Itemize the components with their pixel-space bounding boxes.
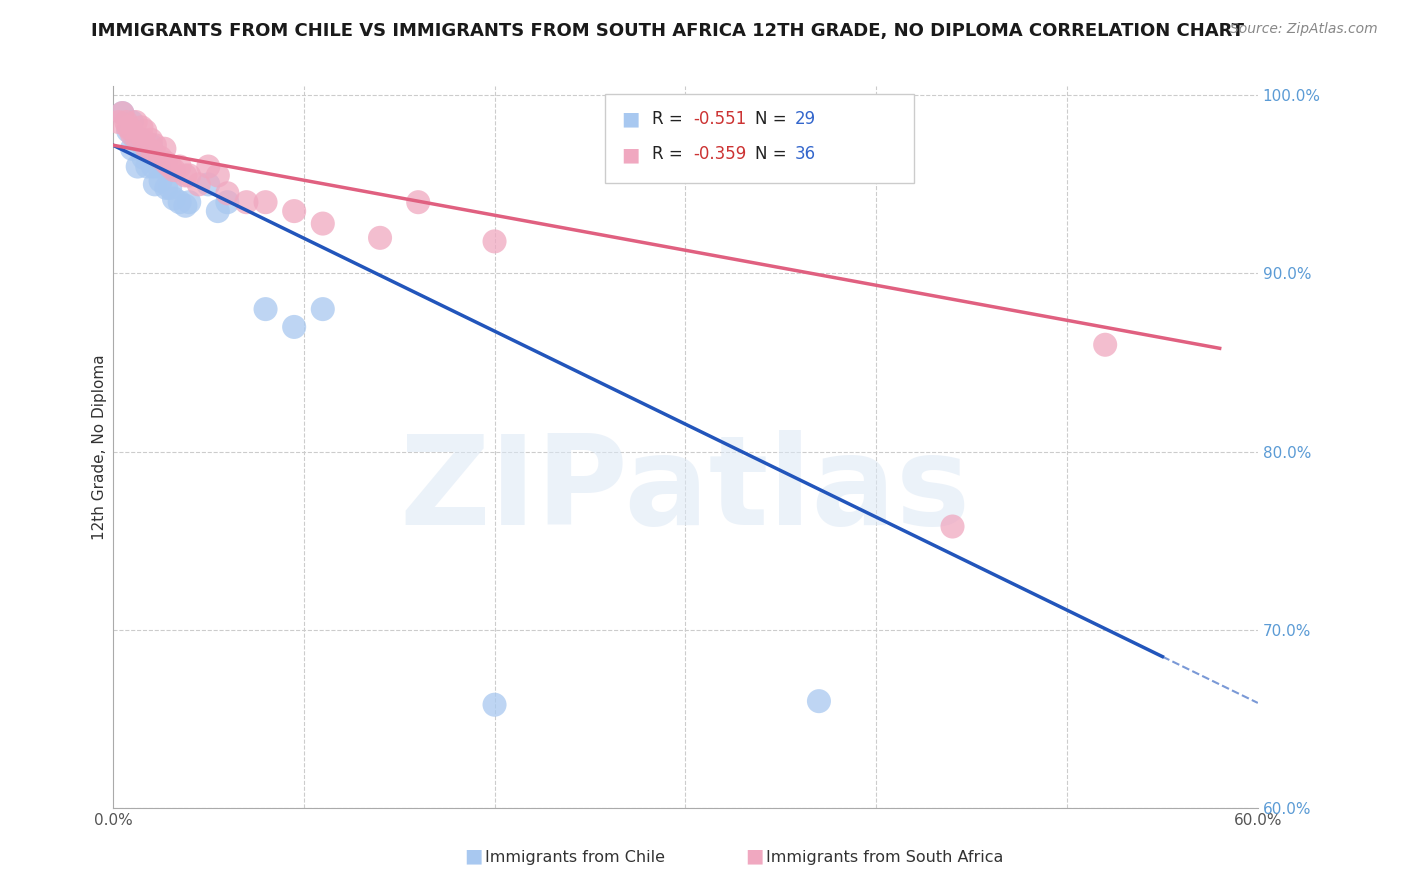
Point bbox=[136, 142, 159, 156]
Point bbox=[111, 106, 134, 120]
Point bbox=[127, 160, 149, 174]
Point bbox=[117, 124, 139, 138]
Point bbox=[312, 302, 335, 317]
Point bbox=[169, 160, 191, 174]
Text: N =: N = bbox=[755, 145, 792, 163]
Point bbox=[207, 169, 229, 183]
Text: ■: ■ bbox=[621, 110, 640, 128]
Point bbox=[134, 124, 156, 138]
Text: -0.359: -0.359 bbox=[693, 145, 747, 163]
Point bbox=[121, 142, 143, 156]
Point bbox=[148, 160, 170, 174]
Point bbox=[142, 160, 165, 174]
Text: -0.551: -0.551 bbox=[693, 110, 747, 128]
Point bbox=[117, 120, 139, 135]
Point bbox=[115, 115, 138, 129]
Y-axis label: 12th Grade, No Diploma: 12th Grade, No Diploma bbox=[93, 354, 107, 540]
Text: Immigrants from Chile: Immigrants from Chile bbox=[485, 850, 665, 865]
Point bbox=[136, 160, 159, 174]
Point bbox=[125, 115, 148, 129]
Text: 29: 29 bbox=[794, 110, 815, 128]
Point bbox=[163, 163, 186, 178]
Point bbox=[187, 178, 209, 192]
Point bbox=[807, 694, 830, 708]
Point bbox=[107, 115, 129, 129]
Point bbox=[174, 169, 197, 183]
Point bbox=[179, 195, 201, 210]
Point bbox=[134, 145, 156, 160]
Point bbox=[139, 138, 162, 153]
Point bbox=[179, 169, 201, 183]
Point bbox=[131, 120, 153, 135]
Point bbox=[143, 138, 166, 153]
Text: ■: ■ bbox=[745, 847, 763, 865]
Point bbox=[155, 156, 177, 170]
Text: ZIPatlas: ZIPatlas bbox=[399, 430, 972, 551]
Point bbox=[312, 217, 335, 231]
Point bbox=[132, 133, 155, 147]
Point bbox=[283, 320, 305, 334]
Point bbox=[155, 181, 177, 195]
Point bbox=[111, 106, 134, 120]
Point bbox=[163, 192, 186, 206]
Point bbox=[484, 235, 506, 249]
Point bbox=[1094, 337, 1116, 351]
Point bbox=[121, 115, 143, 129]
Text: Immigrants from South Africa: Immigrants from South Africa bbox=[766, 850, 1004, 865]
Point bbox=[207, 204, 229, 219]
Point bbox=[149, 151, 172, 165]
Text: Source: ZipAtlas.com: Source: ZipAtlas.com bbox=[1230, 22, 1378, 37]
Point bbox=[254, 302, 277, 317]
Point bbox=[139, 133, 162, 147]
Point bbox=[197, 160, 219, 174]
Point bbox=[368, 231, 391, 245]
Point bbox=[484, 698, 506, 712]
Point bbox=[125, 133, 148, 147]
Point bbox=[283, 204, 305, 219]
Point bbox=[217, 195, 239, 210]
Text: ■: ■ bbox=[621, 145, 640, 164]
Text: 36: 36 bbox=[794, 145, 815, 163]
Point bbox=[159, 160, 181, 174]
Point bbox=[121, 124, 143, 138]
Text: ■: ■ bbox=[464, 847, 482, 865]
Point bbox=[153, 142, 176, 156]
Point bbox=[132, 151, 155, 165]
Point bbox=[235, 195, 257, 210]
Point bbox=[941, 519, 963, 533]
Point bbox=[254, 195, 277, 210]
Point bbox=[131, 133, 153, 147]
Point bbox=[121, 128, 143, 142]
Point bbox=[174, 199, 197, 213]
Text: R =: R = bbox=[652, 145, 689, 163]
Point bbox=[169, 195, 191, 210]
Point bbox=[197, 178, 219, 192]
Text: R =: R = bbox=[652, 110, 689, 128]
Point bbox=[127, 133, 149, 147]
Point bbox=[143, 178, 166, 192]
Point bbox=[406, 195, 429, 210]
Point bbox=[149, 174, 172, 188]
Text: IMMIGRANTS FROM CHILE VS IMMIGRANTS FROM SOUTH AFRICA 12TH GRADE, NO DIPLOMA COR: IMMIGRANTS FROM CHILE VS IMMIGRANTS FROM… bbox=[91, 22, 1244, 40]
Text: N =: N = bbox=[755, 110, 792, 128]
Point bbox=[142, 145, 165, 160]
Point bbox=[159, 181, 181, 195]
Point bbox=[217, 186, 239, 201]
